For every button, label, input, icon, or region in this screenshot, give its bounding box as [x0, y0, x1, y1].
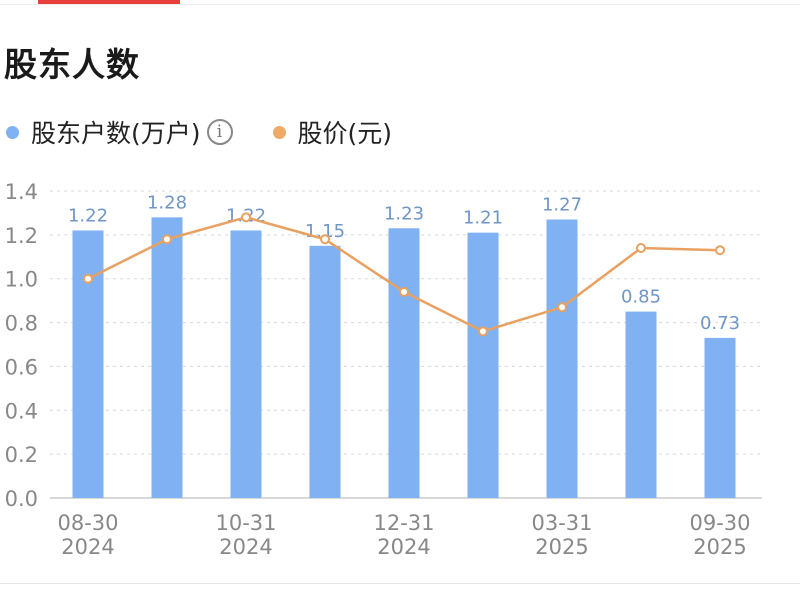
- legend-label-price: 股价(元): [297, 119, 393, 148]
- x-tick-label: 08-30: [57, 511, 118, 535]
- price-point: [399, 286, 409, 297]
- x-tick-label-year: 2025: [693, 535, 746, 559]
- bar-value-label: 1.22: [68, 205, 108, 226]
- bar: [704, 337, 736, 498]
- bar: [72, 230, 104, 498]
- x-tick-label: 12-31: [373, 511, 434, 535]
- price-point: [557, 302, 567, 313]
- y-tick-label: 0.4: [5, 399, 38, 423]
- price-point: [320, 234, 330, 245]
- x-tick-label-year: 2024: [377, 535, 430, 559]
- bar: [230, 230, 262, 498]
- price-point: [478, 326, 488, 337]
- bar: [467, 232, 499, 498]
- x-tick-label: 09-30: [689, 511, 750, 535]
- x-tick-label-year: 2025: [535, 535, 588, 559]
- chart-legend: 股东户数(万户) i 股价(元): [6, 112, 392, 152]
- y-tick-label: 1.0: [5, 268, 38, 292]
- y-tick-label: 1.2: [5, 224, 38, 248]
- bar: [151, 217, 183, 499]
- legend-item-price[interactable]: 股价(元): [272, 114, 393, 150]
- x-tick-label-year: 2024: [219, 535, 272, 559]
- bar-value-label: 1.23: [384, 203, 424, 224]
- y-tick-label: 0.6: [5, 355, 38, 379]
- bar-value-label: 1.27: [542, 195, 582, 216]
- footer-divider: [0, 583, 800, 584]
- price-point: [636, 243, 646, 254]
- x-tick-label-year: 2024: [61, 535, 114, 559]
- legend-dot-price: [272, 125, 286, 139]
- legend-item-shareholders[interactable]: 股东户数(万户) i: [6, 114, 233, 150]
- header-divider: [0, 4, 800, 5]
- bar: [546, 219, 578, 498]
- price-point: [715, 245, 725, 256]
- y-tick-label: 0.8: [5, 312, 38, 336]
- x-tick-label: 03-31: [531, 511, 592, 535]
- price-point: [83, 273, 93, 284]
- y-tick-label: 0.2: [5, 443, 38, 467]
- active-tab-indicator: [38, 0, 180, 4]
- bar-value-label: 0.73: [700, 313, 740, 334]
- price-point: [241, 212, 251, 223]
- bar: [625, 311, 657, 498]
- bar-value-label: 0.85: [621, 287, 661, 308]
- shareholder-chart: 0.00.20.40.60.81.01.21.41.221.281.221.15…: [5, 180, 762, 559]
- y-tick-label: 0.0: [5, 487, 38, 511]
- y-tick-label: 1.4: [5, 180, 38, 204]
- legend-dot-shareholders: [6, 125, 19, 139]
- bar: [388, 228, 420, 498]
- bar-value-label: 1.21: [463, 208, 503, 229]
- bar-value-label: 1.28: [147, 192, 187, 213]
- x-tick-label: 10-31: [215, 511, 276, 535]
- price-point: [162, 234, 172, 245]
- info-icon[interactable]: i: [206, 119, 233, 145]
- bar: [309, 245, 341, 498]
- legend-label-shareholders: 股东户数(万户): [31, 119, 201, 148]
- page-title: 股东人数: [4, 45, 140, 84]
